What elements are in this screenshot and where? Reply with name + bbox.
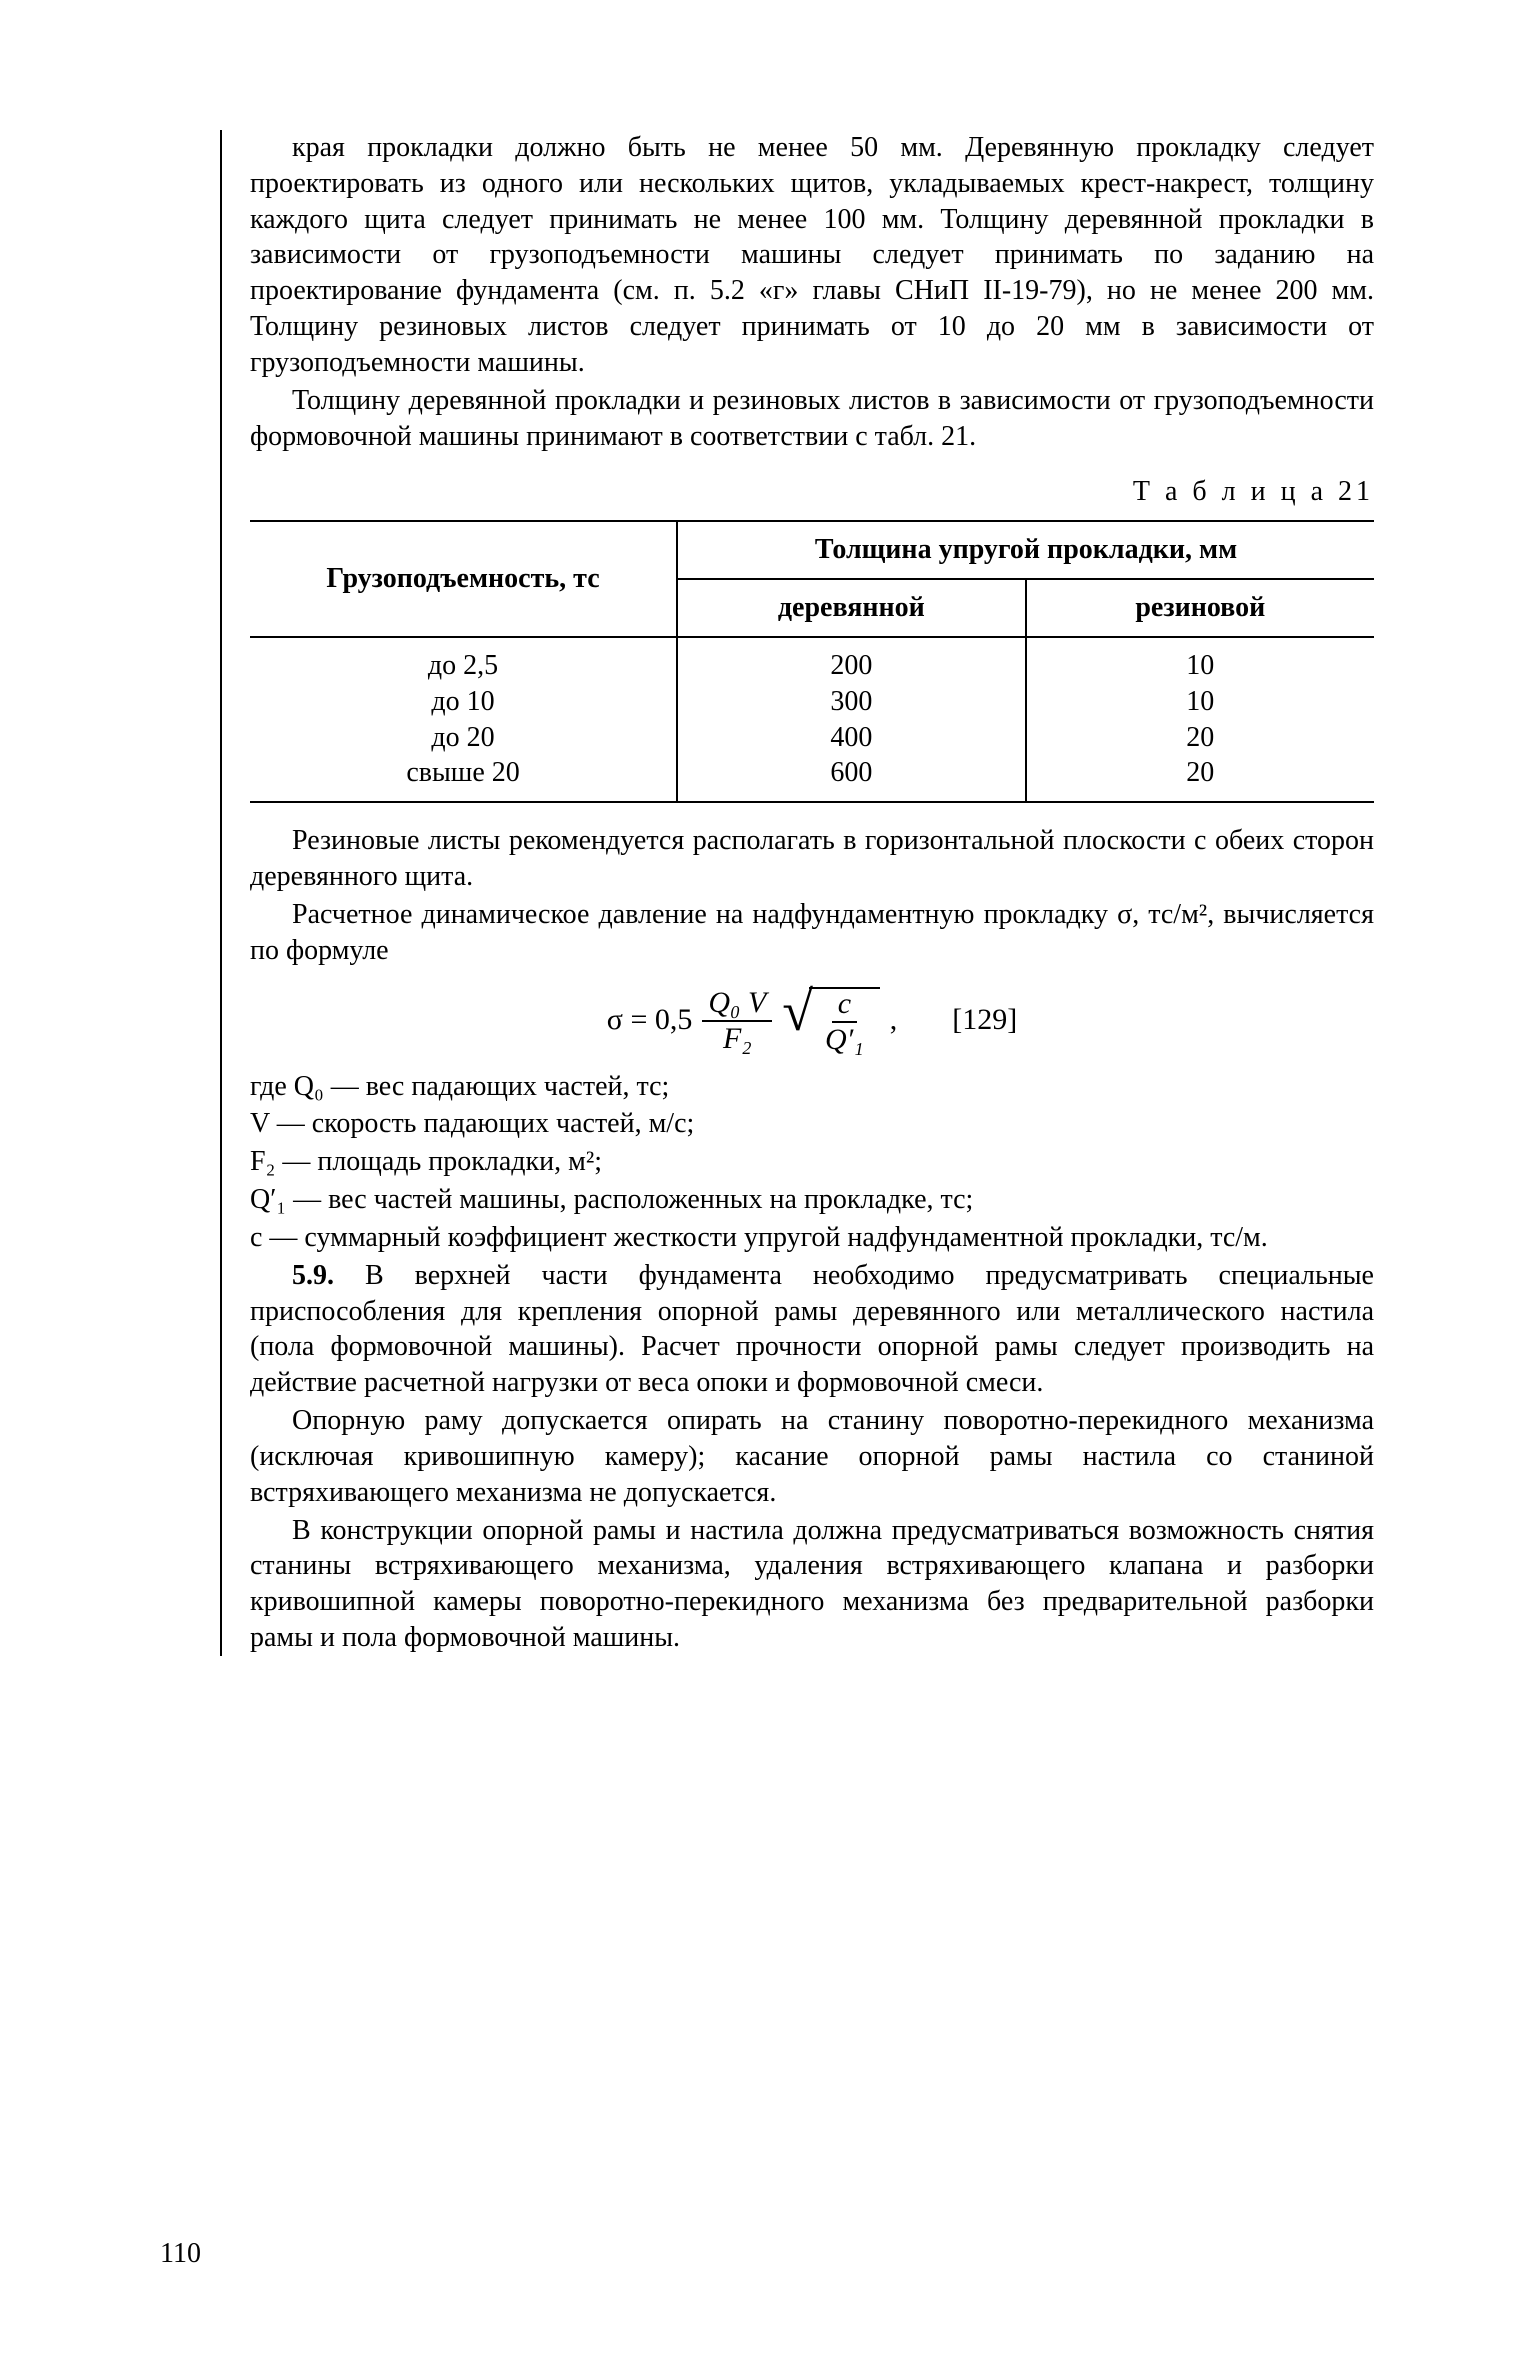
- table-cell-text: 10: [1186, 650, 1214, 681]
- table-subheader: резиновой: [1026, 579, 1374, 637]
- equation-number: [129]: [927, 1001, 1017, 1039]
- table-cell: до 2,5 до 10 до 20 свыше 20: [250, 637, 677, 802]
- table-cell: 200 300 400 600: [677, 637, 1025, 802]
- definition-line: Q′₁ — вес частей машины, расположенных н…: [250, 1182, 1374, 1218]
- paragraph: Расчетное динамическое давление на надфу…: [250, 897, 1374, 969]
- fraction-numerator: Q₀ V: [702, 988, 772, 1022]
- table-cell-text: 200: [830, 650, 872, 681]
- table-cell-text: 300: [830, 686, 872, 717]
- fraction: c Q′₁: [819, 989, 870, 1055]
- table-subheader: деревянной: [677, 579, 1025, 637]
- table-header: Грузоподъемность, тс: [250, 521, 677, 637]
- table-cell: 10 10 20 20: [1026, 637, 1374, 802]
- page: края прокладки должно быть не менее 50 м…: [0, 0, 1534, 2362]
- definition-line: V — скорость падающих частей, м/с;: [250, 1106, 1374, 1142]
- definition-line: где Q₀ — вес падающих частей, тс;: [250, 1069, 1374, 1105]
- paragraph: В конструкции опорной рамы и настила дол…: [250, 1513, 1374, 1656]
- section-number: 5.9.: [292, 1260, 334, 1291]
- paragraph-text: В верхней части фундамента необходимо пр…: [250, 1260, 1374, 1398]
- paragraph: 5.9. В верхней части фундамента необходи…: [250, 1258, 1374, 1401]
- table-cell-text: 20: [1186, 757, 1214, 788]
- table-21: Грузоподъемность, тс Толщина упругой про…: [250, 520, 1374, 803]
- formula-lhs: σ = 0,5: [607, 1001, 693, 1039]
- paragraph: Толщину деревянной прокладки и резиновых…: [250, 383, 1374, 455]
- page-number: 110: [160, 2236, 201, 2272]
- fraction-numerator: c: [832, 989, 857, 1023]
- table-cell-text: до 20: [431, 722, 494, 753]
- formula-129: σ = 0,5 Q₀ V F₂ √ c Q′₁ , [129]: [250, 987, 1374, 1055]
- radicand: c Q′₁: [809, 987, 880, 1055]
- definition-line: F₂ — площадь прокладки, м²;: [250, 1144, 1374, 1180]
- table-header: Толщина упругой прокладки, мм: [677, 521, 1374, 579]
- table-cell-text: 10: [1186, 686, 1214, 717]
- table-cell-text: 400: [830, 722, 872, 753]
- table-cell-text: 600: [830, 757, 872, 788]
- formula-expression: σ = 0,5 Q₀ V F₂ √ c Q′₁ ,: [607, 987, 897, 1055]
- formula-punct: ,: [890, 1001, 898, 1039]
- math-text: F₂: [723, 1022, 752, 1055]
- fraction-denominator: Q′₁: [819, 1023, 870, 1055]
- paragraph: Резиновые листы рекомендуется располагат…: [250, 823, 1374, 895]
- math-text: Q₀ V: [708, 986, 766, 1019]
- math-text: Q′₁: [825, 1023, 864, 1056]
- table-caption: Т а б л и ц а 21: [250, 474, 1374, 510]
- math-text: c: [838, 987, 851, 1020]
- definition-line: c — суммарный коэффициент жесткости упру…: [250, 1220, 1374, 1256]
- table-cell-text: 20: [1186, 722, 1214, 753]
- symbol-definitions: где Q₀ — вес падающих частей, тс; V — ск…: [250, 1069, 1374, 1256]
- paragraph: Опорную раму допускается опирать на стан…: [250, 1403, 1374, 1510]
- table-cell-text: до 10: [431, 686, 494, 717]
- table-cell-text: свыше 20: [406, 757, 519, 788]
- paragraph: края прокладки должно быть не менее 50 м…: [250, 130, 1374, 381]
- text-column: края прокладки должно быть не менее 50 м…: [220, 130, 1374, 1656]
- square-root: √ c Q′₁: [782, 987, 879, 1055]
- fraction: Q₀ V F₂: [702, 988, 772, 1054]
- fraction-denominator: F₂: [717, 1022, 758, 1054]
- table-cell-text: до 2,5: [428, 650, 498, 681]
